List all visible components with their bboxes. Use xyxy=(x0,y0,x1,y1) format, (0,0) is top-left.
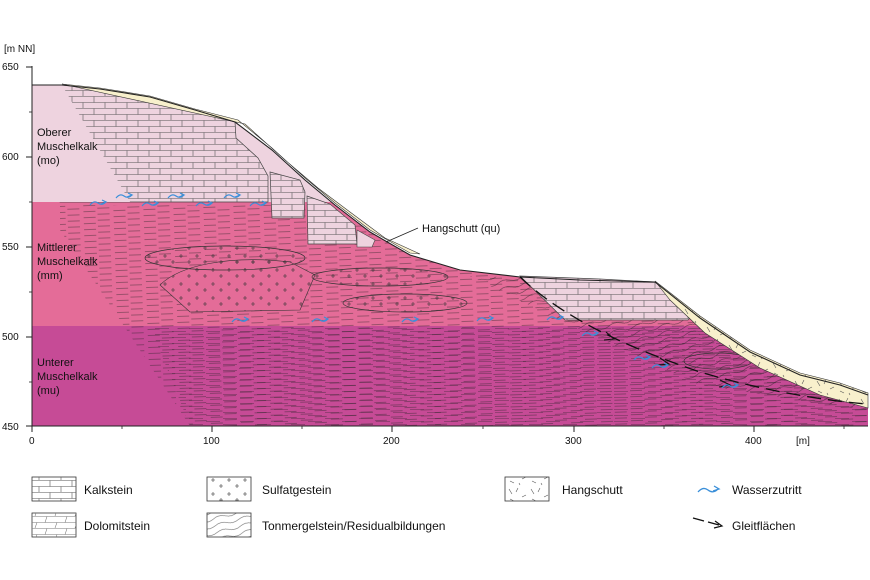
legend-wasserzutritt-label: Wasserzutritt xyxy=(732,483,802,497)
x-tick-300: 300 xyxy=(565,436,582,447)
water-ingress-icon xyxy=(651,362,670,369)
x-tick-0: 0 xyxy=(29,436,35,447)
slip-surface-icon xyxy=(692,517,720,526)
x-axis: 0 100 200 300 400 [m] xyxy=(29,425,868,447)
y-axis: [m NN] 650 600 550 500 450 xyxy=(2,44,35,433)
water-ingress-icon xyxy=(721,382,740,389)
x-axis-unit: [m] xyxy=(796,436,810,447)
legend-item-wasserzutritt: Wasserzutritt xyxy=(697,483,802,497)
sulfate-lens-3 xyxy=(342,293,468,313)
tonmergel-swatch xyxy=(207,513,251,537)
legend-item-kalkstein: Kalkstein xyxy=(31,476,133,502)
legend-tonmergel-label: Tonmergelstein/Residualbildungen xyxy=(262,519,445,533)
legend-item-sulfatgestein: Sulfatgestein xyxy=(206,476,331,502)
slip-arrow-2 xyxy=(657,357,671,366)
water-ingress-icon xyxy=(195,200,214,207)
water-drop-icon xyxy=(697,485,721,493)
water-ingress-icon xyxy=(476,315,495,322)
water-ingress-icon xyxy=(115,192,134,199)
y-tick-550: 550 xyxy=(2,242,19,253)
legend-dolomitstein-label: Dolomitstein xyxy=(84,519,150,533)
water-ingress-icon xyxy=(581,330,600,337)
water-ingress-markers xyxy=(89,192,740,389)
sulfatgestein-swatch xyxy=(207,477,251,501)
sulfate-lens-2 xyxy=(311,267,449,287)
dolomitstein-swatch xyxy=(32,513,76,537)
label-mm-line1: Mittlerer xyxy=(37,242,77,254)
water-ingress-icon xyxy=(249,200,268,207)
y-tick-600: 600 xyxy=(2,152,19,163)
hangschutt-swatch xyxy=(505,477,549,501)
legend-item-gleitflaechen: Gleitflächen xyxy=(692,517,795,533)
sulfate-lens-1 xyxy=(144,245,306,271)
callout-hangschutt: Hangschutt (qu) xyxy=(422,223,500,235)
legend-item-dolomitstein: Dolomitstein xyxy=(31,512,150,538)
y-axis-unit: [m NN] xyxy=(4,44,35,55)
label-mo-line3: (mo) xyxy=(37,155,60,167)
legend-hangschutt-label: Hangschutt xyxy=(562,483,623,497)
slip-surface xyxy=(519,276,867,405)
legend-kalkstein-label: Kalkstein xyxy=(84,483,133,497)
x-tick-100: 100 xyxy=(203,436,220,447)
scree-upper xyxy=(61,83,421,255)
label-mu-line3: (mu) xyxy=(37,385,60,397)
label-mu-line2: Muschelkalk xyxy=(37,371,98,383)
label-mo-line2: Muschelkalk xyxy=(37,141,98,153)
legend: Kalkstein Dolomitstein Sulfatgestein Ton… xyxy=(31,476,802,538)
y-tick-650: 650 xyxy=(2,62,19,73)
label-mo-line1: Oberer xyxy=(37,127,72,139)
water-ingress-icon xyxy=(167,192,186,199)
kalkstein-swatch xyxy=(32,477,76,501)
limestone-block-3 xyxy=(356,229,376,248)
legend-sulfatgestein-label: Sulfatgestein xyxy=(262,483,331,497)
water-ingress-icon xyxy=(633,354,652,361)
water-ingress-icon xyxy=(311,316,330,323)
label-mm-line3: (mm) xyxy=(37,270,63,282)
legend-item-hangschutt: Hangschutt xyxy=(504,476,623,502)
legend-gleitflaechen-label: Gleitflächen xyxy=(732,519,795,533)
label-mm-line2: Muschelkalk xyxy=(37,256,98,268)
legend-item-tonmergel: Tonmergelstein/Residualbildungen xyxy=(206,512,445,538)
y-tick-500: 500 xyxy=(2,332,19,343)
water-ingress-icon xyxy=(141,200,160,207)
ground-surface xyxy=(32,84,869,396)
slip-arrow-1 xyxy=(603,331,616,341)
x-tick-200: 200 xyxy=(383,436,400,447)
water-ingress-icon xyxy=(89,199,108,206)
label-mu-line1: Unterer xyxy=(37,357,74,369)
water-ingress-icon xyxy=(231,316,250,323)
water-ingress-icon xyxy=(401,316,420,323)
callout-leader xyxy=(385,227,419,243)
water-ingress-icon xyxy=(223,192,242,199)
y-tick-450: 450 xyxy=(2,422,19,433)
slip-arrow-3 xyxy=(718,379,732,388)
x-tick-400: 400 xyxy=(745,436,762,447)
water-ingress-icon xyxy=(546,314,565,321)
mo-label-panel xyxy=(32,85,130,202)
